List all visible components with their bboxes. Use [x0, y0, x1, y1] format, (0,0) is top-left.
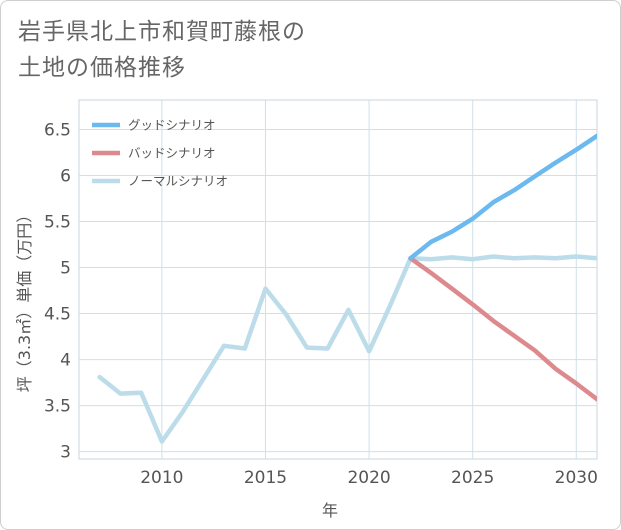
legend-label: グッドシナリオ — [128, 118, 216, 133]
chart-title-line-2: 土地の価格推移 — [18, 55, 186, 81]
y-tick-label: 3.5 — [44, 397, 71, 417]
y-axis-title: 坪（3.3㎡）単価（万円） — [15, 207, 34, 392]
x-tick-label: 2025 — [451, 468, 494, 488]
y-tick-label: 6.5 — [44, 120, 71, 140]
x-tick-label: 2020 — [347, 468, 390, 488]
series-line-0 — [408, 133, 597, 261]
chart-title: 岩手県北上市和賀町藤根の 土地の価格推移 — [18, 14, 578, 86]
plot-area — [78, 99, 598, 460]
series-line-2 — [97, 254, 597, 444]
x-tick-label: 2010 — [140, 468, 183, 488]
y-tick-label: 4 — [60, 351, 71, 371]
legend-label: バッドシナリオ — [128, 146, 216, 161]
chart-title-line-1: 岩手県北上市和賀町藤根の — [18, 19, 306, 45]
series-line-1 — [408, 256, 597, 402]
x-tick-label: 2015 — [244, 468, 287, 488]
y-tick-label: 6 — [60, 166, 71, 186]
y-tick-label: 3 — [60, 443, 71, 463]
y-tick-label: 5.5 — [44, 213, 71, 233]
legend-label: ノーマルシナリオ — [128, 174, 228, 189]
x-tick-label: 2030 — [555, 468, 598, 488]
y-tick-label: 4.5 — [44, 305, 71, 325]
y-tick-label: 5 — [60, 259, 71, 279]
x-axis-title: 年 — [322, 501, 338, 520]
